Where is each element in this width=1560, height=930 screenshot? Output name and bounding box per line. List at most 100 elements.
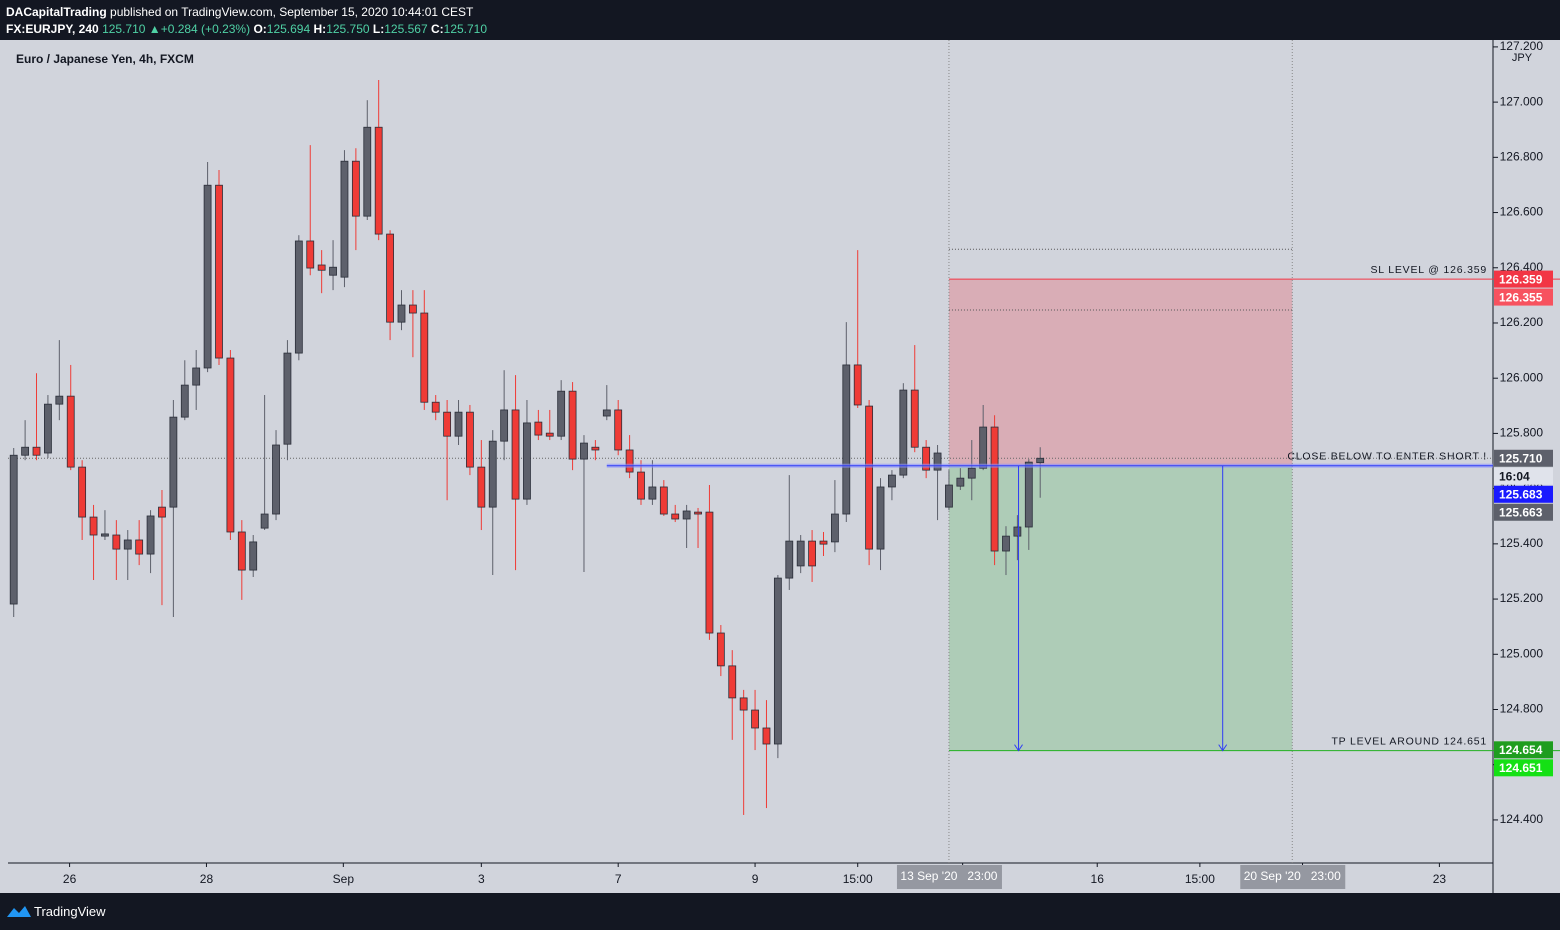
stop-zone (948, 279, 1293, 466)
target-zone (948, 465, 1293, 751)
candle-body (443, 411, 452, 437)
candle-body (910, 389, 919, 448)
candle-body (659, 486, 668, 515)
x-tick-label: 3 (478, 872, 485, 886)
y-tick-label: 125.000 (1500, 646, 1544, 660)
candle-body (534, 421, 543, 436)
candle-body (1002, 535, 1010, 552)
candle-body (66, 395, 75, 468)
candle-body (865, 405, 874, 550)
range-label-bg (896, 865, 1002, 889)
y-tick-label: 126.200 (1500, 315, 1544, 329)
countdown-bg (1494, 467, 1553, 485)
candle-body (580, 442, 588, 460)
l-label: L: (372, 22, 385, 36)
y-tick-label: 126.800 (1500, 150, 1544, 164)
candle-body (351, 160, 360, 217)
x-tick-label: 23 (1433, 872, 1447, 886)
candle-body (591, 446, 600, 451)
candle-body (945, 484, 953, 508)
candle-body (169, 416, 178, 508)
candle-body (237, 531, 246, 571)
candle-body (682, 510, 691, 520)
candle-body (1036, 457, 1045, 464)
brand: TradingView (34, 904, 106, 919)
candle-body (625, 449, 634, 473)
x-tick-label: 26 (63, 872, 77, 886)
candle-body (728, 665, 737, 699)
y-tick-label: 126.400 (1500, 260, 1544, 274)
candle-body (203, 184, 212, 369)
logo (7, 906, 31, 917)
level-annotation: CLOSE BELOW TO ENTER SHORT ! (1287, 450, 1487, 462)
candle-body (146, 515, 155, 555)
price-label-bg (1494, 288, 1553, 306)
price-label: 124.651 (1499, 761, 1543, 775)
candle-body (283, 352, 292, 445)
candle-body (500, 409, 509, 442)
candle-body (511, 409, 520, 500)
candle-body (888, 474, 896, 488)
candle-body (215, 184, 223, 359)
range-label: 20 Sep '20 23:00 (1244, 869, 1341, 883)
candle-body (9, 454, 18, 605)
candle-body (454, 411, 463, 437)
candle-body (488, 440, 497, 508)
y-tick-label: 126.000 (1500, 370, 1544, 384)
candle-body (967, 467, 976, 479)
chart-title: Euro / Japanese Yen, 4h, FXCM (16, 52, 194, 66)
candle-body (249, 541, 258, 571)
currency: JPY (1512, 52, 1533, 64)
candle-body (123, 539, 132, 550)
level-annotation: TP LEVEL AROUND 124.651 (1331, 735, 1487, 747)
candle-body (739, 697, 748, 711)
candle-body (545, 432, 554, 437)
candle-body (340, 160, 349, 278)
x-tick-label: Sep (333, 872, 355, 886)
candle-body (990, 426, 999, 552)
published: published on TradingView.com, September … (110, 5, 474, 19)
candle-body (899, 389, 908, 476)
y-tick-label: 124.800 (1500, 702, 1544, 716)
change: +0.284 (+0.23%) (160, 22, 251, 36)
candle-body (386, 233, 394, 323)
arrow: ▲ (148, 22, 161, 36)
y-tick-label: 124.400 (1500, 812, 1544, 826)
candle-body (956, 477, 965, 487)
range-label-bg (1240, 865, 1346, 889)
y-tick-label: 125.400 (1500, 536, 1544, 550)
last: 125.710 (102, 22, 146, 36)
level-annotation: SL LEVEL @ 126.359 (1370, 264, 1487, 276)
plot-area (8, 40, 1493, 863)
candle-body (420, 312, 429, 403)
c-label: C: (430, 22, 444, 36)
y-tick-label: 127.200 (1500, 39, 1544, 53)
header: DACapitalTrading published on TradingVie… (0, 0, 1560, 40)
candle-body (21, 446, 30, 456)
candle-body (317, 264, 326, 271)
o-label: O: (253, 22, 267, 36)
x-tick-label: 15:00 (1185, 872, 1215, 886)
candle-body (568, 390, 577, 460)
candle-body (329, 266, 337, 276)
x-tick-label: 28 (200, 872, 214, 886)
x-tick-label: 7 (615, 872, 622, 886)
candle-body (112, 534, 121, 550)
price-label: 125.683 (1499, 487, 1543, 501)
chart: Euro / Japanese Yen, 4h, FXCM JPY 124.40… (8, 39, 1560, 893)
candle-body (55, 395, 64, 405)
candle-body (158, 506, 166, 518)
candle-body (637, 471, 645, 500)
quote-line: FX:EURJPY, 240 125.710 ▲+0.284 (+0.23%) … (6, 22, 487, 36)
price-label-bg (1494, 759, 1553, 777)
price-label-bg (1494, 503, 1553, 521)
price-label: 125.663 (1499, 505, 1543, 519)
candle-body (933, 452, 942, 471)
y-tick-label: 127.000 (1500, 94, 1544, 108)
arrow-head (1218, 744, 1228, 752)
candle-body (374, 126, 383, 235)
candle-body (751, 709, 759, 729)
x-tick-label: 15:00 (843, 872, 873, 886)
candle-body (294, 240, 303, 354)
candle-body (44, 403, 52, 454)
